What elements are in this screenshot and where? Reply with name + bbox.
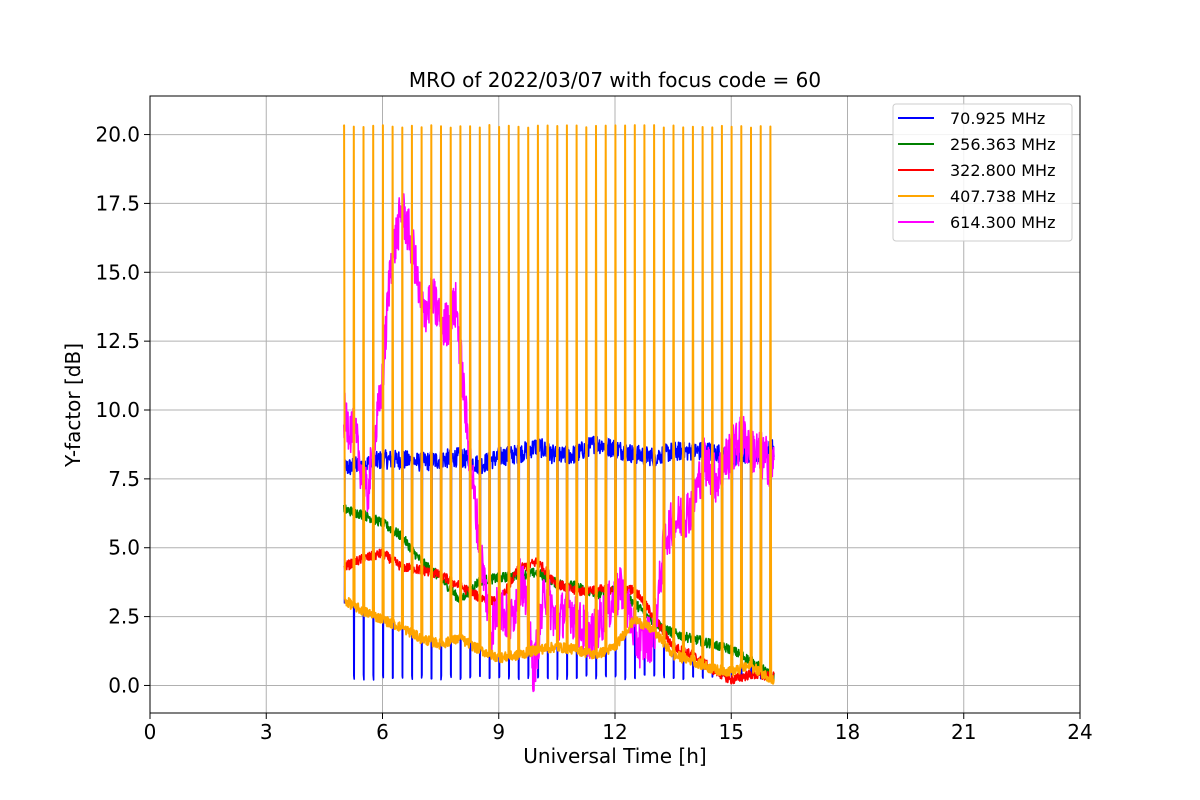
chart-title: MRO of 2022/03/07 with focus code = 60: [409, 68, 821, 92]
x-tick-label: 12: [602, 720, 627, 744]
y-tick-label: 15.0: [95, 260, 140, 284]
y-tick-label: 5.0: [108, 536, 140, 560]
y-tick-label: 10.0: [95, 398, 140, 422]
x-tick-label: 0: [144, 720, 157, 744]
legend-frame: [892, 103, 1073, 242]
x-tick-label: 18: [835, 720, 860, 744]
x-tick-label: 3: [260, 720, 273, 744]
y-tick-label: 12.5: [95, 329, 140, 353]
x-axis: 0 3 6 9 12 15 18 21 24: [144, 713, 1093, 744]
legend-entry-label: 70.925 MHz: [950, 109, 1045, 128]
y-tick-label: 0.0: [108, 673, 140, 697]
series-group: [342, 124, 775, 693]
x-tick-label: 9: [492, 720, 505, 744]
x-tick-label: 24: [1067, 720, 1092, 744]
x-tick-label: 21: [951, 720, 976, 744]
y-tick-label: 17.5: [95, 191, 140, 215]
x-axis-label: Universal Time [h]: [523, 744, 706, 768]
x-tick-label: 15: [719, 720, 744, 744]
y-tick-label: 7.5: [108, 467, 140, 491]
legend: 70.925 MHz 256.363 MHz 322.800 MHz 407.738 …: [892, 103, 1073, 242]
legend-entry-label: 256.363 MHz: [950, 135, 1055, 154]
legend-entry-label: 614.300 MHz: [950, 213, 1055, 232]
x-tick-label: 6: [376, 720, 389, 744]
y-tick-label: 2.5: [108, 605, 140, 629]
legend-entry-label: 407.738 MHz: [950, 187, 1055, 206]
y-axis: 0.0 2.5 5.0 7.5 10.0 12.5 15.0 17.5 20.0: [95, 123, 150, 697]
y-axis-label: Y-factor [dB]: [61, 343, 85, 468]
legend-entry-label: 322.800 MHz: [950, 161, 1055, 180]
series-line-407-738-mhz: [342, 124, 775, 685]
y-tick-label: 20.0: [95, 123, 140, 147]
